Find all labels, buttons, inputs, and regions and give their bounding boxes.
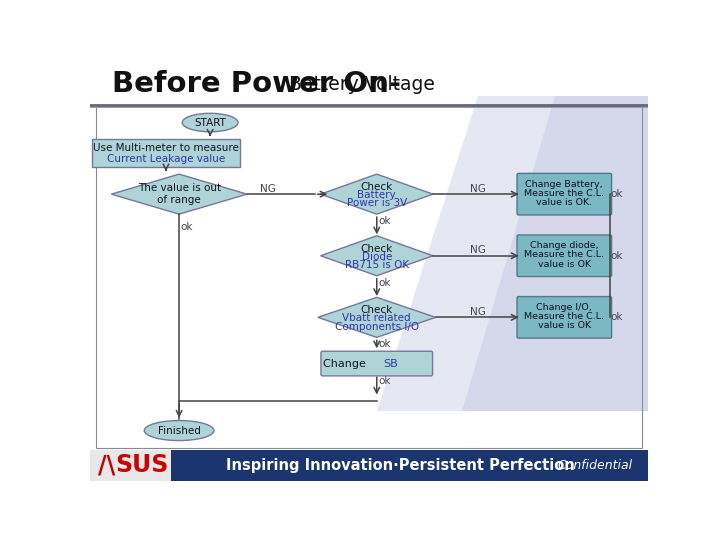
Polygon shape [318, 298, 436, 338]
Text: ok: ok [610, 251, 623, 261]
Bar [90, 450, 171, 481]
Bar [96, 106, 642, 448]
FancyBboxPatch shape [321, 351, 433, 376]
FancyBboxPatch shape [517, 296, 611, 338]
Text: /\: /\ [98, 453, 115, 477]
Text: ok: ok [378, 216, 391, 226]
Text: ok: ok [378, 278, 391, 288]
Text: NG: NG [261, 184, 276, 194]
Text: Measure the C.L.: Measure the C.L. [524, 189, 604, 198]
Text: of range: of range [157, 195, 201, 205]
Text: SUS: SUS [116, 453, 169, 477]
Text: Battery: Battery [357, 190, 396, 200]
Text: Diode: Diode [361, 252, 392, 261]
Polygon shape [462, 96, 648, 411]
Text: Check: Check [361, 182, 393, 192]
Text: ok: ok [181, 221, 193, 232]
Text: Vbatt related: Vbatt related [343, 313, 411, 323]
Bar [92, 139, 240, 167]
Text: Change Battery,: Change Battery, [526, 180, 603, 188]
Bar [90, 450, 648, 481]
Text: ok: ok [378, 339, 391, 349]
Text: RB715 is OK: RB715 is OK [345, 260, 409, 270]
Text: Change I/O,: Change I/O, [536, 303, 592, 312]
Text: The value is out: The value is out [138, 183, 221, 193]
Text: Check: Check [361, 244, 393, 254]
Text: Power is 3V: Power is 3V [346, 198, 407, 208]
Polygon shape [377, 96, 648, 411]
Text: Change: Change [323, 359, 369, 369]
Text: Components I/O: Components I/O [335, 322, 419, 332]
Text: Measure the C.L.: Measure the C.L. [524, 251, 604, 260]
Text: value is OK.: value is OK. [536, 198, 593, 207]
Text: Current Leakage value: Current Leakage value [107, 154, 225, 164]
Ellipse shape [182, 113, 238, 132]
Text: Battery Voltage: Battery Voltage [289, 75, 435, 94]
Polygon shape [112, 174, 247, 214]
Text: START: START [194, 118, 226, 127]
Text: value is OK: value is OK [538, 260, 591, 269]
Text: Before Power On-: Before Power On- [112, 70, 401, 98]
FancyBboxPatch shape [517, 173, 611, 215]
Text: Measure the C.L.: Measure the C.L. [524, 312, 604, 321]
Text: NG: NG [469, 184, 485, 194]
Text: NG: NG [469, 245, 485, 255]
Text: Use Multi-meter to measure: Use Multi-meter to measure [93, 143, 239, 153]
Text: NG: NG [469, 307, 485, 317]
Text: Change diode,: Change diode, [530, 241, 598, 250]
Polygon shape [320, 174, 433, 214]
Text: value is OK: value is OK [538, 321, 591, 330]
Text: Check: Check [361, 306, 393, 315]
FancyBboxPatch shape [517, 235, 611, 276]
Text: ok: ok [378, 375, 391, 386]
Text: Confidential: Confidential [557, 458, 632, 472]
Ellipse shape [144, 421, 214, 441]
Text: SB: SB [383, 359, 397, 369]
Text: Finished: Finished [158, 426, 201, 436]
Text: ok: ok [610, 189, 623, 199]
Text: Inspiring Innovation·Persistent Perfection: Inspiring Innovation·Persistent Perfecti… [225, 458, 575, 472]
Polygon shape [320, 236, 433, 276]
Text: ok: ok [610, 312, 623, 322]
